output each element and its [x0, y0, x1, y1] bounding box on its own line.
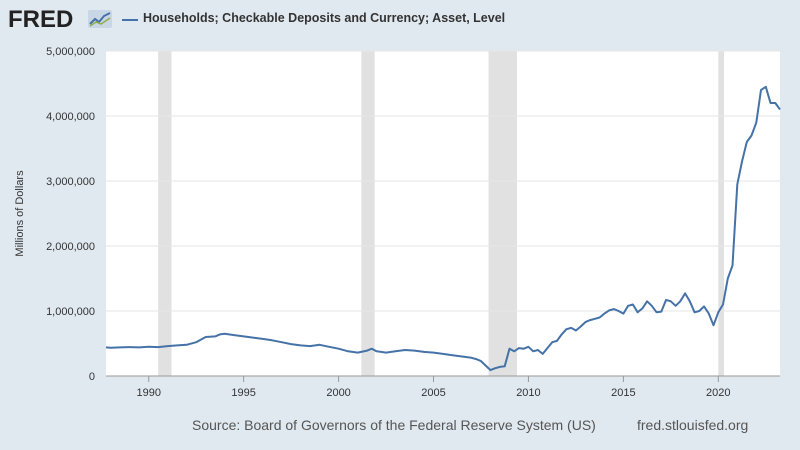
legend-series-label: Households; Checkable Deposits and Curre… — [143, 11, 506, 25]
fred-logo[interactable]: FRED — [8, 6, 74, 33]
y-tick-label: 0 — [89, 371, 95, 383]
fred-chart-icon — [88, 10, 112, 28]
recession-band-2 — [488, 51, 518, 376]
x-tick-label: 1995 — [231, 387, 255, 399]
chart-header: FRED Households; Checkable Deposits and … — [0, 0, 800, 40]
source-credit: Source: Board of Governors of the Federa… — [192, 417, 596, 433]
series-line-0[interactable] — [105, 85, 781, 372]
x-tick-label: 2015 — [611, 387, 635, 399]
x-tick-label: 2010 — [516, 387, 540, 399]
y-tick-label: 1,000,000 — [46, 306, 95, 318]
source-url[interactable]: fred.stlouisfed.org — [637, 417, 749, 433]
series-layer — [105, 85, 781, 372]
y-tick-label: 5,000,000 — [46, 46, 95, 58]
x-tick-label: 2020 — [706, 387, 730, 399]
recession-band-3 — [718, 51, 724, 376]
y-tick-label: 2,000,000 — [46, 241, 95, 253]
x-tick-label: 2000 — [326, 387, 350, 399]
y-axis-title: Millions of Dollars — [14, 170, 26, 257]
y-tick-label: 4,000,000 — [46, 111, 95, 123]
plot-area — [106, 51, 780, 376]
y-tick-label: 3,000,000 — [46, 176, 95, 188]
recession-band-0 — [158, 51, 172, 376]
x-axis-ticks: 1990 1995 2000 2005 2010 2015 2020 — [106, 375, 780, 399]
x-tick-label: 1990 — [136, 387, 160, 399]
legend-swatch — [122, 19, 138, 21]
x-tick-label: 2005 — [421, 387, 445, 399]
recession-band-1 — [361, 51, 375, 376]
y-axis-ticks: 0 1,000,000 2,000,000 3,000,000 4,000,000 5,0… — [46, 46, 95, 383]
recession-bands — [158, 51, 724, 376]
